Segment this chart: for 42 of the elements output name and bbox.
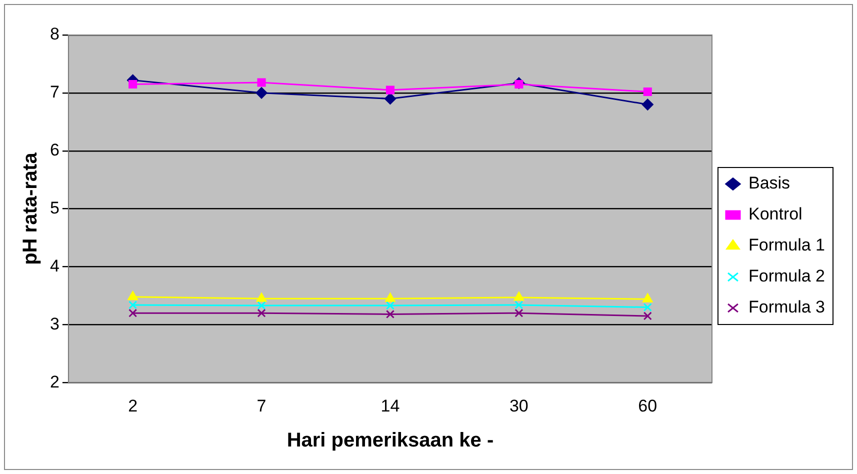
y-tick-label: 5 <box>50 198 60 218</box>
legend-label: Formula 1 <box>748 236 826 255</box>
point <box>643 87 652 96</box>
point <box>386 310 394 319</box>
x-tick-label: 60 <box>638 396 658 416</box>
y-tick-label: 7 <box>50 82 60 102</box>
point <box>642 293 653 302</box>
point <box>386 301 394 310</box>
point <box>257 78 266 87</box>
point <box>128 300 138 310</box>
point <box>385 292 396 302</box>
y-tick-label: 8 <box>50 24 60 44</box>
legend-label: Formula 3 <box>748 298 826 317</box>
point <box>128 308 138 318</box>
point <box>257 301 266 310</box>
y-tick-label: 2 <box>50 372 60 392</box>
point <box>256 292 267 302</box>
x-axis-title: Hari pemeriksaan ke - <box>286 430 494 452</box>
x-tick-label: 2 <box>128 396 138 416</box>
legend-label: Kontrol <box>748 204 802 224</box>
point <box>386 86 394 94</box>
point <box>514 308 524 318</box>
x-tick-label: 7 <box>256 396 266 416</box>
point <box>514 292 524 301</box>
point <box>128 291 138 300</box>
y-tick-label: 3 <box>50 314 60 334</box>
x-tick-label: 14 <box>380 396 400 416</box>
y-tick-label: 4 <box>50 256 60 276</box>
x-tick-label: 30 <box>509 396 528 416</box>
point <box>514 80 524 89</box>
point <box>643 303 652 312</box>
point <box>514 300 524 310</box>
y-axis-title: pH rata-rata <box>20 152 42 265</box>
point <box>257 308 266 318</box>
point <box>128 80 138 89</box>
point <box>642 98 654 110</box>
y-tick-label: 6 <box>50 140 60 160</box>
point <box>384 92 396 104</box>
point <box>643 312 652 320</box>
legend-label: Basis <box>748 174 790 193</box>
point <box>256 87 268 99</box>
legend-label: Formula 2 <box>748 266 826 286</box>
